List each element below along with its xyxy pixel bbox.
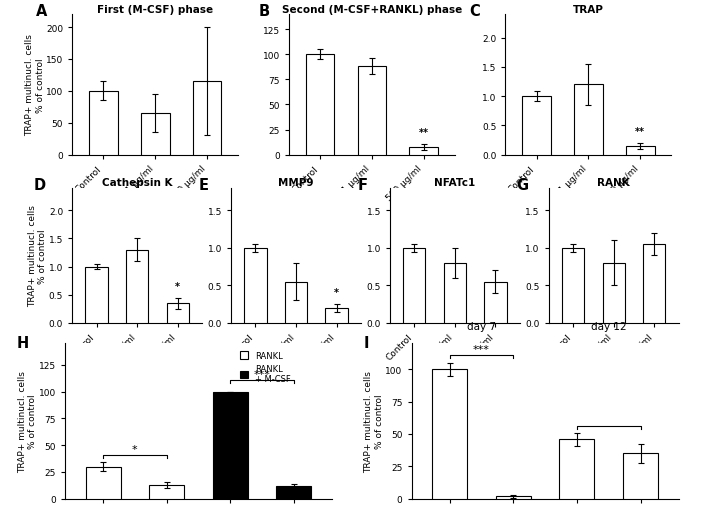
Bar [444,263,466,323]
Bar [623,454,658,499]
Text: ***: *** [473,344,490,354]
Text: *: * [334,288,339,298]
Title: NFATc1: NFATc1 [434,178,476,187]
Text: H: H [17,336,29,351]
Text: **: ** [635,127,645,136]
Bar [86,467,121,499]
Bar [193,82,222,155]
Text: day 7: day 7 [467,321,496,331]
Legend: RANKL, RANKL
+ M-CSF: RANKL, RANKL + M-CSF [237,348,294,387]
Bar [409,147,438,155]
Bar [484,282,507,323]
Text: D: D [33,178,45,192]
Text: C: C [469,4,479,19]
Y-axis label: TRAP+ multinucl. cells
% of control: TRAP+ multinucl. cells % of control [28,205,48,306]
Bar [626,147,655,155]
Y-axis label: TRAP+ multinucl. cells
% of control: TRAP+ multinucl. cells % of control [18,371,38,472]
Bar [285,282,307,323]
Bar [357,67,386,155]
Bar [326,308,348,323]
Bar [562,248,584,323]
Bar [496,496,531,499]
Text: **: ** [419,127,429,137]
Bar [167,303,189,323]
Text: I: I [363,336,369,351]
Text: F: F [357,178,367,192]
Title: TRAP: TRAP [573,5,604,14]
Bar [141,114,170,155]
Bar [574,85,603,155]
Y-axis label: TRAP+ multinucl. cells
% of control: TRAP+ multinucl. cells % of control [365,371,384,472]
Text: E: E [199,178,209,192]
Text: B: B [259,4,270,19]
Title: Cathepsin K: Cathepsin K [102,178,173,187]
Bar [560,439,594,499]
Bar [403,248,425,323]
Title: MMP9: MMP9 [278,178,314,187]
Bar [244,248,266,323]
Bar [85,267,108,323]
Bar [603,263,625,323]
Text: A: A [35,4,47,19]
Text: day 12: day 12 [591,321,627,331]
Text: *: * [175,281,180,291]
Bar [305,55,334,155]
Bar [432,370,467,499]
Bar [213,392,248,499]
Bar [643,244,666,323]
Bar [126,250,148,323]
Bar [277,486,311,499]
Bar [522,97,551,155]
Title: RANK: RANK [597,178,630,187]
Title: Second (M-CSF+RANKL) phase: Second (M-CSF+RANKL) phase [282,5,462,14]
Title: First (M-CSF) phase: First (M-CSF) phase [97,5,213,14]
Bar [89,92,118,155]
Text: *: * [132,444,138,454]
Y-axis label: TRAP+ multinucl. cells
% of control: TRAP+ multinucl. cells % of control [25,35,45,136]
Bar [149,485,184,499]
Text: ***: *** [253,369,271,379]
Text: G: G [516,178,529,192]
